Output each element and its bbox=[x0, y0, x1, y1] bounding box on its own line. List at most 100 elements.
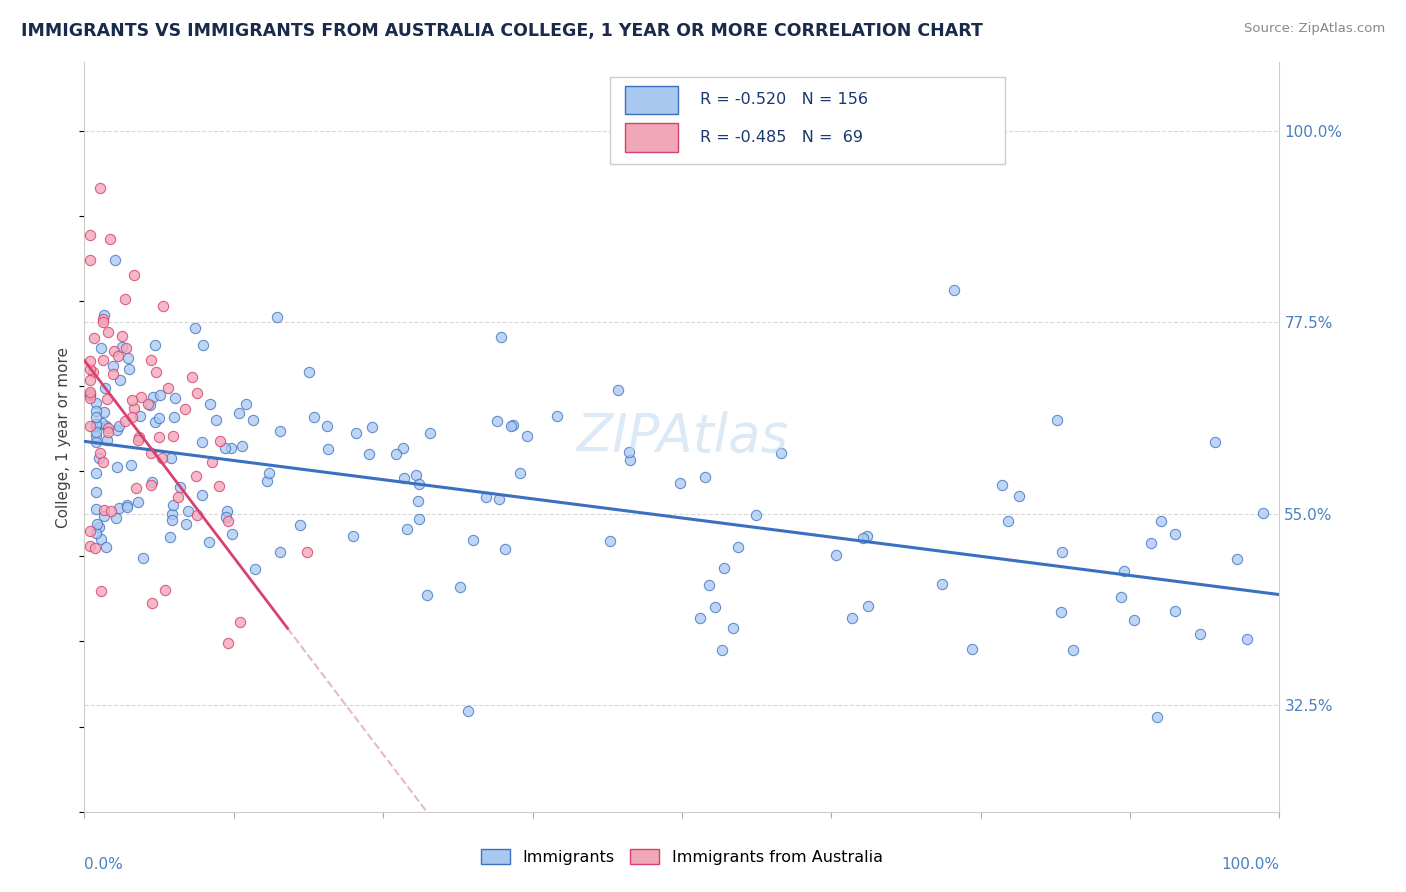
Point bbox=[599, 533, 621, 548]
Point bbox=[235, 397, 257, 411]
Point bbox=[269, 545, 291, 559]
Point bbox=[162, 429, 184, 443]
Point bbox=[173, 402, 195, 417]
Point bbox=[1045, 413, 1067, 427]
Point bbox=[97, 325, 120, 339]
Point bbox=[79, 539, 101, 553]
Point bbox=[997, 514, 1019, 528]
Point bbox=[138, 398, 160, 412]
Point bbox=[79, 385, 101, 400]
Point bbox=[148, 411, 170, 425]
Point bbox=[166, 490, 188, 504]
Point bbox=[128, 430, 150, 444]
Point bbox=[316, 442, 339, 457]
Point bbox=[86, 434, 108, 449]
Point bbox=[408, 476, 430, 491]
Point bbox=[770, 446, 793, 460]
Point bbox=[93, 308, 115, 322]
Point bbox=[177, 503, 200, 517]
Point bbox=[90, 584, 112, 599]
Point bbox=[1251, 506, 1274, 520]
Point bbox=[96, 433, 118, 447]
Point bbox=[93, 503, 115, 517]
Point bbox=[931, 577, 953, 591]
Point bbox=[145, 338, 167, 352]
Point bbox=[855, 529, 877, 543]
Point bbox=[1204, 434, 1226, 449]
Point bbox=[111, 340, 134, 354]
Point bbox=[86, 417, 108, 431]
Point bbox=[693, 469, 716, 483]
Point bbox=[121, 409, 143, 424]
Point bbox=[157, 381, 180, 395]
Point bbox=[841, 610, 863, 624]
Point bbox=[191, 338, 214, 352]
Point bbox=[108, 501, 131, 516]
Point bbox=[316, 419, 339, 434]
Point bbox=[392, 441, 415, 455]
Point bbox=[79, 387, 101, 401]
Point bbox=[1008, 489, 1031, 503]
Point bbox=[149, 388, 172, 402]
Point bbox=[231, 439, 253, 453]
Point bbox=[208, 434, 231, 448]
Point bbox=[721, 621, 744, 635]
Point bbox=[243, 562, 266, 576]
Point bbox=[141, 596, 163, 610]
Point bbox=[115, 341, 138, 355]
Point bbox=[143, 415, 166, 429]
Point bbox=[139, 353, 162, 368]
Point bbox=[86, 403, 108, 417]
Point bbox=[509, 466, 531, 480]
Point bbox=[163, 391, 186, 405]
Point bbox=[962, 642, 984, 657]
Point bbox=[163, 410, 186, 425]
Point bbox=[217, 514, 239, 528]
Point bbox=[139, 477, 162, 491]
Point bbox=[214, 441, 236, 455]
Point bbox=[1146, 710, 1168, 724]
Point bbox=[1122, 613, 1144, 627]
Point bbox=[125, 481, 148, 495]
Point bbox=[361, 420, 384, 434]
Point bbox=[1164, 604, 1187, 618]
Point bbox=[127, 494, 149, 508]
Point bbox=[98, 232, 121, 246]
Point bbox=[105, 460, 128, 475]
Point bbox=[499, 418, 522, 433]
Point bbox=[115, 498, 138, 512]
Point bbox=[205, 413, 228, 427]
Point bbox=[405, 467, 427, 482]
Point bbox=[1112, 564, 1135, 578]
Point bbox=[208, 478, 231, 492]
Point bbox=[90, 532, 112, 546]
Point bbox=[87, 520, 110, 534]
Point bbox=[160, 450, 183, 465]
Point bbox=[288, 517, 311, 532]
Point bbox=[1236, 632, 1258, 646]
Point bbox=[100, 504, 122, 518]
Point bbox=[1163, 527, 1185, 541]
Point bbox=[295, 544, 318, 558]
Point bbox=[191, 488, 214, 502]
Point bbox=[494, 542, 516, 557]
Point bbox=[79, 391, 101, 405]
Point bbox=[942, 284, 965, 298]
Point bbox=[1150, 515, 1173, 529]
Point bbox=[141, 475, 163, 490]
Point bbox=[186, 386, 208, 401]
Point bbox=[115, 500, 138, 514]
Point bbox=[342, 529, 364, 543]
Point bbox=[91, 312, 114, 326]
Point bbox=[710, 643, 733, 657]
Point bbox=[136, 397, 159, 411]
Point bbox=[89, 446, 111, 460]
Point bbox=[269, 425, 291, 439]
FancyBboxPatch shape bbox=[610, 78, 1005, 163]
Point bbox=[122, 268, 145, 282]
Point bbox=[145, 365, 167, 379]
Point bbox=[181, 370, 204, 384]
Point bbox=[242, 413, 264, 427]
Point bbox=[79, 253, 101, 268]
Point bbox=[150, 451, 173, 466]
